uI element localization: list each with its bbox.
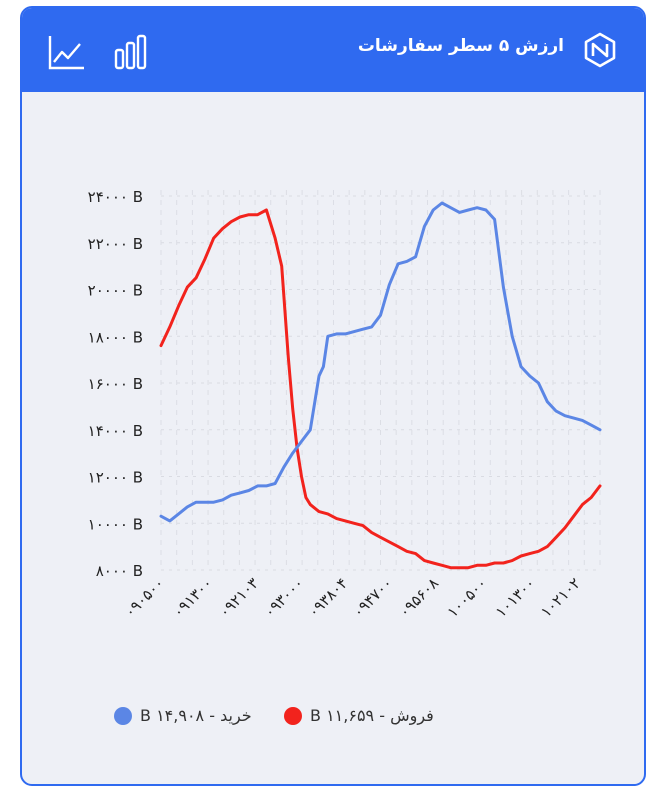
x-tick-label: ۰۹۳۸۰۴ [304,574,351,621]
x-tick-label: ۱۰۲۱۰۲ [537,574,584,621]
chart-legend: فروش - ۱۱,۶۵۹ B خرید - ۱۴,۹۰۸ B [22,706,644,730]
x-tick-label: ۰۹۰۵۰۰ [121,574,168,621]
legend-buy-label: خرید - ۱۴,۹۰۸ B [140,706,252,725]
buy-series-line [159,201,602,523]
sell-dot-icon [284,706,302,725]
chart-card: ارزش ۵ سطر سفارشات ۸۰۰۰ B ۱۰۰۰۰ B ۱۲۰۰۰ B ۱… [20,6,646,786]
order-value-chart: ۸۰۰۰ B ۱۰۰۰۰ B ۱۲۰۰۰ B ۱۴۰۰۰ B ۱۶۰۰۰ B ۱۸۰۰۰ … [88,188,602,621]
x-tick-label: ۱۰۰۵۰۰ [444,574,491,621]
card-title: ارزش ۵ سطر سفارشات [357,36,564,56]
sell-series-line [159,208,602,570]
x-tick-label: ۰۹۳۰۰۰ [261,574,308,621]
y-tick-label: ۱۶۰۰۰ B [88,375,143,393]
legend-sell-label: فروش - ۱۱,۶۵۹ B [310,706,434,725]
y-tick-label: ۱۴۰۰۰ B [88,422,143,440]
y-tick-label: ۸۰۰۰ B [96,562,143,580]
y-tick-label: ۲۴۰۰۰ B [88,188,143,206]
legend-item-buy[interactable]: خرید - ۱۴,۹۰۸ B [114,706,252,725]
x-tick-label: ۰۹۱۳۰۰ [169,574,216,621]
card-header: ارزش ۵ سطر سفارشات [22,8,644,92]
y-tick-label: ۱۸۰۰۰ B [88,328,143,346]
nobitex-logo-icon [584,32,616,68]
line-chart-icon[interactable] [46,32,86,72]
y-tick-label: ۱۲۰۰۰ B [88,469,143,487]
x-tick-label: ۰۹۵۶۰۸ [395,574,442,621]
x-tick-label: ۱۰۱۳۰۰ [492,574,539,621]
y-tick-label: ۲۰۰۰۰ B [88,282,143,300]
x-tick-label: ۰۹۲۱۰۳ [215,574,262,621]
y-tick-label: ۲۲۰۰۰ B [88,235,143,253]
bar-chart-icon[interactable] [110,32,150,72]
x-tick-label: ۰۹۴۷۰۰ [349,574,396,621]
buy-dot-icon [114,706,132,725]
y-tick-label: ۱۰۰۰۰ B [88,515,143,533]
legend-item-sell[interactable]: فروش - ۱۱,۶۵۹ B [284,706,434,725]
